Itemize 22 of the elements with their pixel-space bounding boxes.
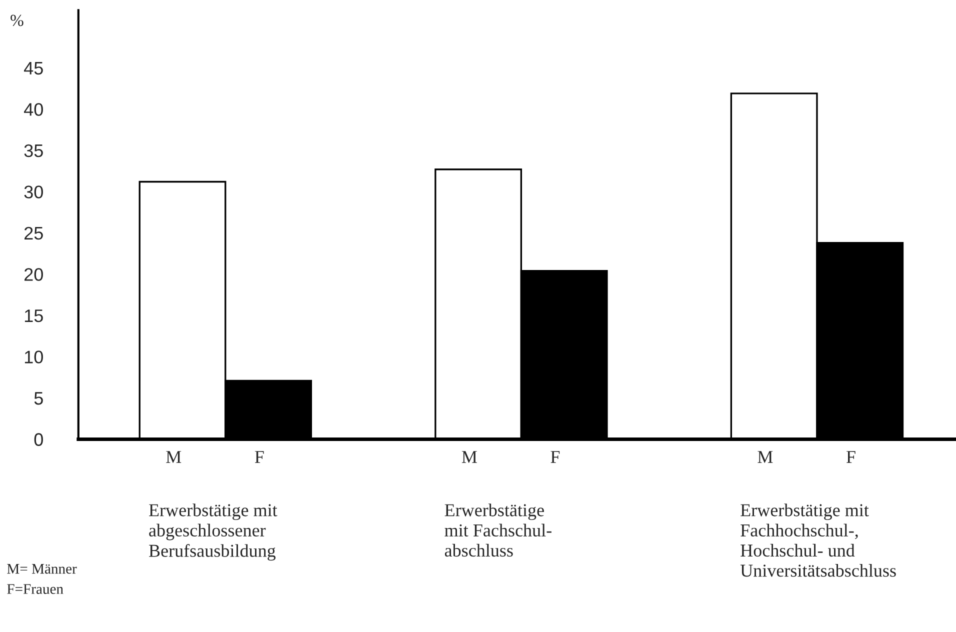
text: F	[846, 451, 856, 463]
y-tick-label: 10	[24, 350, 43, 364]
text: F=Frauen	[7, 584, 64, 594]
text: M	[462, 451, 477, 463]
y-tick-label: 0	[34, 433, 43, 446]
text: F	[550, 451, 560, 463]
y-tick-label: 15	[24, 310, 43, 322]
y-tick-label: 45	[24, 62, 43, 75]
x-tick-label: Erwerbstätige mit Fachhochschul-, Hochschul- und Universitätsabschluss	[740, 504, 896, 577]
series-label: F	[254, 451, 264, 463]
y-tick-label: 20	[24, 268, 43, 281]
y-tick-label: 30	[24, 186, 43, 198]
series-label: M	[166, 451, 182, 463]
y-tick-label: 35	[24, 144, 43, 158]
y-tick-label: 25	[24, 226, 43, 240]
y-tick-label: 40	[24, 103, 43, 116]
text: M	[758, 451, 773, 463]
text: M= Männer	[7, 564, 77, 574]
x-tick-label: Erwerbstätige mit abgeschlossener Berufsausbildung	[149, 504, 278, 561]
x-tick-label: Erwerbstätige mit Fachschul- abschluss	[444, 504, 552, 557]
y-axis-title: %	[10, 14, 24, 26]
y-tick-label: 5	[34, 392, 43, 405]
